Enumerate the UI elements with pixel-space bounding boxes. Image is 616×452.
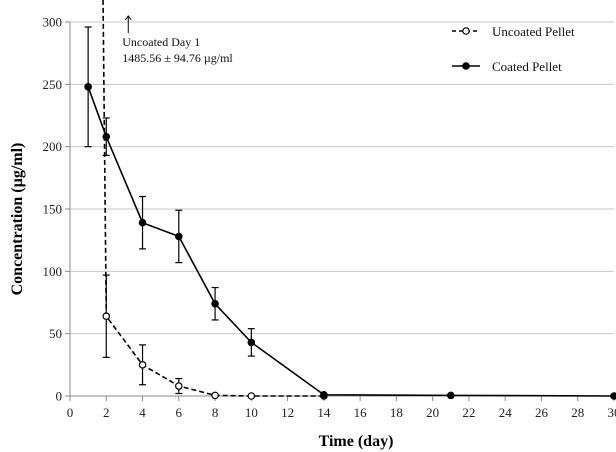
x-tick-label: 4 (139, 405, 146, 420)
data-point (247, 392, 256, 400)
data-point (320, 390, 328, 399)
x-axis-title: Time (day) (319, 433, 394, 450)
x-tick-label: 30 (608, 405, 616, 420)
x-tick-label: 20 (426, 405, 439, 420)
y-tick-label: 200 (43, 139, 63, 154)
legend-coated-label: Coated Pellet (492, 59, 562, 74)
data-point (175, 232, 183, 241)
gridlines (70, 21, 614, 335)
data-point (84, 83, 92, 91)
x-tick-label: 12 (281, 405, 294, 420)
annotation-arrowhead (124, 15, 132, 21)
legend: Uncoated Pellet Coated Pellet (452, 24, 575, 74)
data-point (102, 132, 111, 141)
annotation-line-1: Uncoated Day 1 (122, 35, 200, 49)
series-uncoated (102, 0, 328, 400)
annotation: Uncoated Day 1 1485.56 ± 94.76 µg/ml (122, 15, 233, 65)
x-tick-label: 2 (103, 405, 110, 420)
x-tick-label: 0 (67, 405, 74, 420)
data-point (102, 312, 111, 321)
data-point (211, 299, 219, 308)
legend-coated-marker (462, 62, 470, 70)
data-point (446, 391, 455, 400)
y-tick-label: 100 (43, 264, 63, 279)
y-tick-label: 300 (43, 15, 63, 30)
y-tick-label: 0 (56, 389, 63, 404)
axes (65, 21, 615, 401)
x-tick-label: 22 (462, 405, 475, 420)
data-point (211, 391, 219, 400)
y-tick-labels: 0 50 100 150 200 250 300 (43, 15, 63, 404)
legend-uncoated-marker (462, 27, 470, 35)
x-tick-label: 10 (245, 405, 258, 420)
data-point (247, 338, 256, 347)
data-point (138, 218, 147, 227)
series-line (87, 86, 615, 397)
series-coated (84, 26, 616, 400)
x-tick-label: 26 (535, 405, 549, 420)
x-tick-label: 24 (499, 405, 513, 420)
x-tick-label: 6 (176, 405, 183, 420)
y-tick-label: 50 (49, 326, 62, 341)
y-tick-label: 150 (43, 202, 63, 217)
legend-uncoated-label: Uncoated Pellet (492, 24, 575, 39)
x-tick-label: 28 (571, 405, 584, 420)
x-tick-label: 8 (212, 405, 219, 420)
legend-item-uncoated: Uncoated Pellet (452, 24, 575, 39)
annotation-line-2: 1485.56 ± 94.76 µg/ml (122, 51, 233, 65)
x-tick-label: 16 (354, 405, 368, 420)
data-point (138, 361, 147, 369)
y-axis-title: Concentration (µg/ml) (9, 143, 26, 296)
x-tick-label: 18 (390, 405, 403, 420)
data-point (610, 392, 616, 400)
legend-item-coated: Coated Pellet (452, 59, 562, 74)
data-point (175, 382, 183, 390)
series-layer (84, 0, 616, 400)
y-tick-label: 250 (43, 77, 63, 92)
x-tick-label: 14 (317, 405, 331, 420)
